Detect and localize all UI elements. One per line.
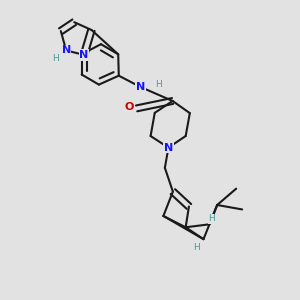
Text: N: N: [80, 50, 88, 60]
Text: N: N: [61, 45, 71, 56]
Text: H: H: [208, 214, 215, 224]
Text: H: H: [194, 243, 200, 252]
Text: O: O: [125, 102, 134, 112]
Text: H: H: [155, 80, 162, 89]
Text: N: N: [164, 142, 173, 153]
Text: N: N: [136, 82, 145, 92]
Text: H: H: [52, 54, 59, 63]
